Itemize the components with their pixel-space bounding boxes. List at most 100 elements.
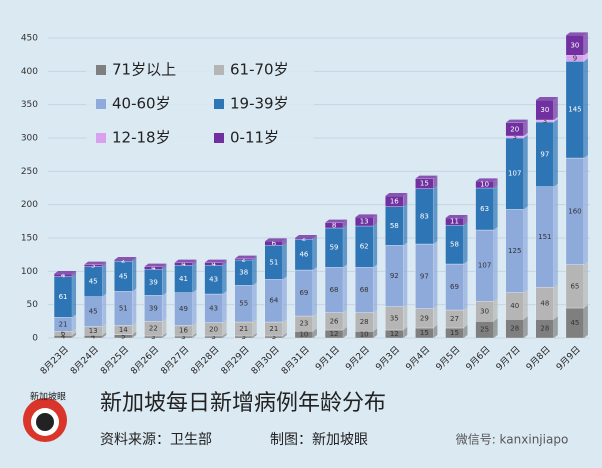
- bar-side: [312, 267, 317, 316]
- bar-side: [553, 316, 558, 338]
- bar-top: [565, 32, 588, 36]
- data-label: 49: [179, 305, 188, 313]
- data-label: 97: [540, 150, 549, 158]
- data-label: 46: [299, 251, 308, 259]
- data-label: 30: [570, 41, 579, 49]
- legend-swatch: [214, 99, 224, 109]
- data-label: 2: [302, 235, 306, 243]
- data-label: 65: [570, 282, 579, 290]
- y-tick-label: 250: [21, 167, 38, 177]
- x-tick-label: 9月7日: [494, 344, 523, 373]
- bar-top: [114, 257, 137, 260]
- data-label: 25: [480, 326, 489, 334]
- bar-side: [373, 214, 378, 226]
- bar-top: [325, 219, 348, 223]
- data-label: 39: [149, 278, 158, 286]
- data-label: 58: [390, 222, 399, 230]
- bar-side: [463, 325, 468, 338]
- data-label: 22: [149, 325, 158, 333]
- data-label: 145: [568, 106, 581, 114]
- data-label: 20: [209, 325, 218, 333]
- bar-side: [553, 97, 558, 120]
- source: 资料来源：卫生部: [100, 432, 212, 448]
- y-tick-label: 50: [27, 300, 39, 310]
- bar-top: [415, 175, 438, 179]
- bar-side: [222, 291, 227, 323]
- data-label: 2: [241, 255, 245, 263]
- bar-side: [523, 133, 528, 138]
- bar-side: [132, 258, 137, 292]
- bar-side: [282, 319, 287, 336]
- bar-side: [553, 284, 558, 320]
- data-label: 27: [450, 315, 459, 323]
- bar-side: [373, 309, 378, 332]
- data-label: 10: [480, 181, 489, 189]
- bar-side: [553, 119, 558, 187]
- bar-top: [475, 178, 498, 182]
- data-label: 69: [299, 289, 308, 297]
- bar-side: [583, 58, 588, 159]
- bar-side: [192, 322, 197, 336]
- data-label: 9: [573, 54, 577, 62]
- data-label: 68: [330, 286, 339, 294]
- y-tick-label: 0: [32, 334, 38, 344]
- bar-side: [192, 259, 197, 266]
- bar-side: [403, 303, 408, 330]
- bar-side: [433, 185, 438, 244]
- bar-side: [102, 293, 107, 327]
- data-label: 64: [269, 297, 278, 305]
- data-label: 3: [151, 333, 155, 341]
- bar-side: [132, 322, 137, 335]
- data-label: 21: [269, 325, 278, 333]
- legend-swatch: [96, 133, 106, 143]
- bar-side: [162, 333, 167, 338]
- bar-top: [264, 238, 287, 242]
- legend-box: [86, 52, 314, 162]
- x-tick-label: 9月4日: [404, 344, 433, 373]
- data-label: 21: [59, 320, 68, 328]
- bar-side: [523, 135, 528, 210]
- data-label: 48: [540, 299, 549, 307]
- bar-side: [162, 263, 167, 270]
- data-label: 55: [239, 300, 248, 308]
- data-label: 125: [508, 247, 521, 255]
- bar-side: [433, 325, 438, 338]
- data-label: 30: [480, 307, 489, 315]
- bar-side: [72, 271, 77, 277]
- bar-side: [433, 305, 438, 328]
- data-label: 92: [390, 272, 399, 280]
- bar-side: [252, 257, 257, 286]
- data-label: 13: [360, 218, 369, 226]
- data-label: 11: [450, 218, 459, 226]
- data-label: 38: [239, 269, 248, 277]
- bar-side: [312, 236, 317, 270]
- bar-side: [343, 264, 348, 313]
- bar-side: [72, 328, 77, 336]
- legend-label: 12-18岁: [112, 129, 171, 147]
- bar-side: [162, 318, 167, 336]
- x-tick-label: 8月23日: [38, 344, 71, 377]
- bar-side: [222, 333, 227, 338]
- data-label: 21: [239, 325, 248, 333]
- bar-top: [144, 263, 167, 267]
- bar-side: [312, 313, 317, 332]
- watermark: 微信号: kanxinjiapo: [456, 433, 569, 447]
- data-label: 6: [272, 239, 277, 247]
- data-label: 63: [480, 205, 489, 213]
- data-label: 35: [390, 314, 399, 322]
- bar-side: [553, 117, 558, 122]
- bar-top: [505, 119, 528, 123]
- bar-side: [192, 262, 197, 293]
- data-label: 83: [420, 212, 429, 220]
- bar-side: [493, 227, 498, 302]
- data-label: 45: [89, 308, 98, 316]
- data-label: 3: [543, 117, 547, 125]
- data-label: 62: [360, 243, 369, 251]
- data-label: 3: [241, 333, 245, 341]
- bar-side: [102, 332, 107, 338]
- x-tick-label: 9月1日: [313, 344, 342, 373]
- data-label: 107: [508, 170, 521, 178]
- y-tick-label: 300: [21, 134, 38, 144]
- y-tick-label: 450: [21, 34, 38, 44]
- x-tick-label: 8月26日: [129, 344, 162, 377]
